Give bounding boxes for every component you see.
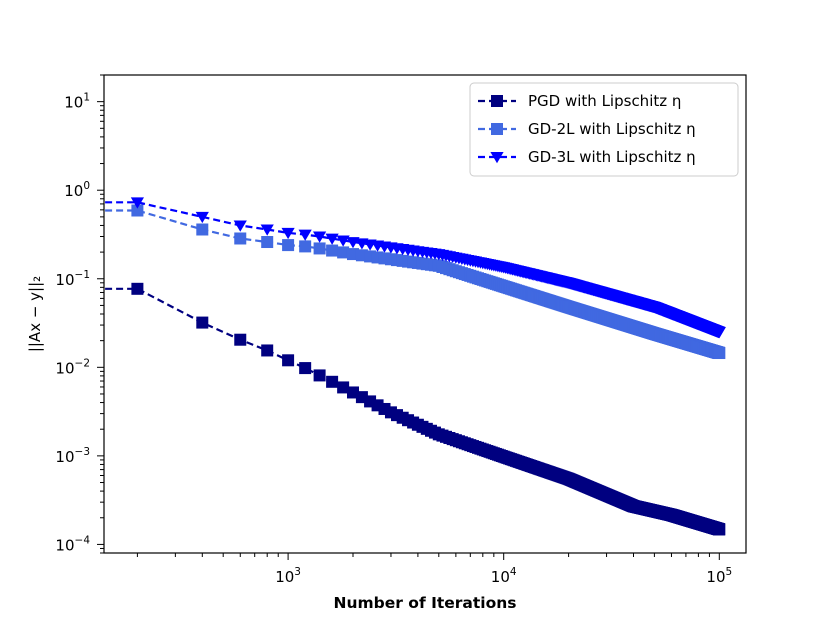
- legend-item: GD-3L with Lipschitz η: [478, 148, 696, 166]
- y-tick-label: 100: [64, 180, 90, 200]
- y-tick-exp: −1: [75, 269, 90, 281]
- data-point: [196, 223, 209, 236]
- data-point: [260, 224, 274, 236]
- x-tick-base: 10: [706, 568, 725, 586]
- data-point: [346, 248, 359, 261]
- y-tick-exp: −3: [75, 446, 90, 458]
- legend-item: GD-2L with Lipschitz η: [478, 120, 696, 138]
- legend-swatch-marker: [490, 152, 504, 164]
- data-point: [313, 242, 326, 255]
- data-point: [233, 220, 247, 232]
- data-point: [299, 362, 312, 375]
- data-point: [364, 250, 377, 263]
- data-point: [337, 381, 350, 394]
- data-point: [336, 235, 350, 247]
- data-point: [326, 375, 339, 388]
- y-tick-exp: 1: [83, 92, 90, 104]
- y-tick-label: 10−1: [55, 269, 90, 289]
- data-point: [313, 231, 327, 243]
- data-point: [195, 211, 209, 224]
- data-point: [337, 246, 350, 259]
- series-2: [104, 204, 726, 360]
- series-1: [104, 282, 726, 536]
- x-tick-exp: 3: [294, 566, 301, 578]
- data-point: [298, 229, 312, 241]
- legend-frame: [469, 82, 739, 177]
- series-layer: [104, 197, 726, 536]
- x-tick-label: 103: [275, 566, 301, 586]
- data-point: [234, 333, 247, 346]
- x-tick-label: 105: [706, 566, 732, 586]
- y-tick-exp: 0: [83, 180, 90, 192]
- data-point: [131, 204, 144, 217]
- data-point: [261, 344, 274, 357]
- data-point: [712, 327, 726, 339]
- y-tick-exp: −4: [75, 534, 91, 546]
- y-tick-base: 10: [55, 536, 74, 554]
- data-point: [281, 227, 295, 240]
- legend-label: GD-2L with Lipschitz η: [528, 120, 696, 138]
- legend: PGD with Lipschitz η GD-2L with Lipschitz…: [469, 82, 739, 177]
- y-tick-label: 10−4: [55, 534, 90, 554]
- data-point: [196, 316, 209, 329]
- legend-label: PGD with Lipschitz η: [528, 92, 681, 110]
- data-point: [299, 240, 312, 253]
- data-point: [130, 197, 144, 209]
- y-tick-label: 10−2: [55, 357, 90, 377]
- y-tick-base: 10: [55, 359, 74, 377]
- legend-label: GD-3L with Lipschitz η: [528, 148, 696, 166]
- series-line: [104, 209, 720, 355]
- x-tick-exp: 5: [726, 566, 733, 578]
- data-point: [234, 232, 247, 245]
- data-point: [313, 369, 326, 382]
- x-tick-base: 10: [275, 568, 294, 586]
- data-point: [713, 347, 726, 360]
- y-axis-label: ||Ax − y||₂: [26, 276, 44, 352]
- x-tick-base: 10: [491, 568, 510, 586]
- data-point: [355, 249, 368, 262]
- x-axis-label: Number of Iterations: [333, 594, 516, 612]
- data-point: [131, 282, 144, 295]
- legend-item: PGD with Lipschitz η: [478, 92, 681, 110]
- x-tick-label: 104: [491, 566, 517, 586]
- legend-swatch-marker: [491, 123, 503, 135]
- y-tick-exp: −2: [75, 357, 90, 369]
- y-tick-base: 10: [64, 182, 83, 200]
- data-point: [282, 354, 295, 367]
- y-tick-base: 10: [64, 94, 83, 112]
- series-3: [104, 197, 726, 339]
- y-tick-base: 10: [55, 448, 74, 466]
- series-line: [104, 201, 720, 334]
- legend-swatch-marker: [491, 95, 503, 107]
- data-point: [282, 239, 295, 252]
- data-point: [325, 233, 339, 245]
- data-point: [326, 244, 339, 257]
- y-tick-label: 101: [64, 92, 90, 112]
- data-point: [713, 523, 726, 536]
- y-tick-base: 10: [55, 271, 74, 289]
- data-point: [261, 236, 274, 249]
- x-tick-exp: 4: [510, 566, 517, 578]
- y-tick-label: 10−3: [55, 446, 90, 466]
